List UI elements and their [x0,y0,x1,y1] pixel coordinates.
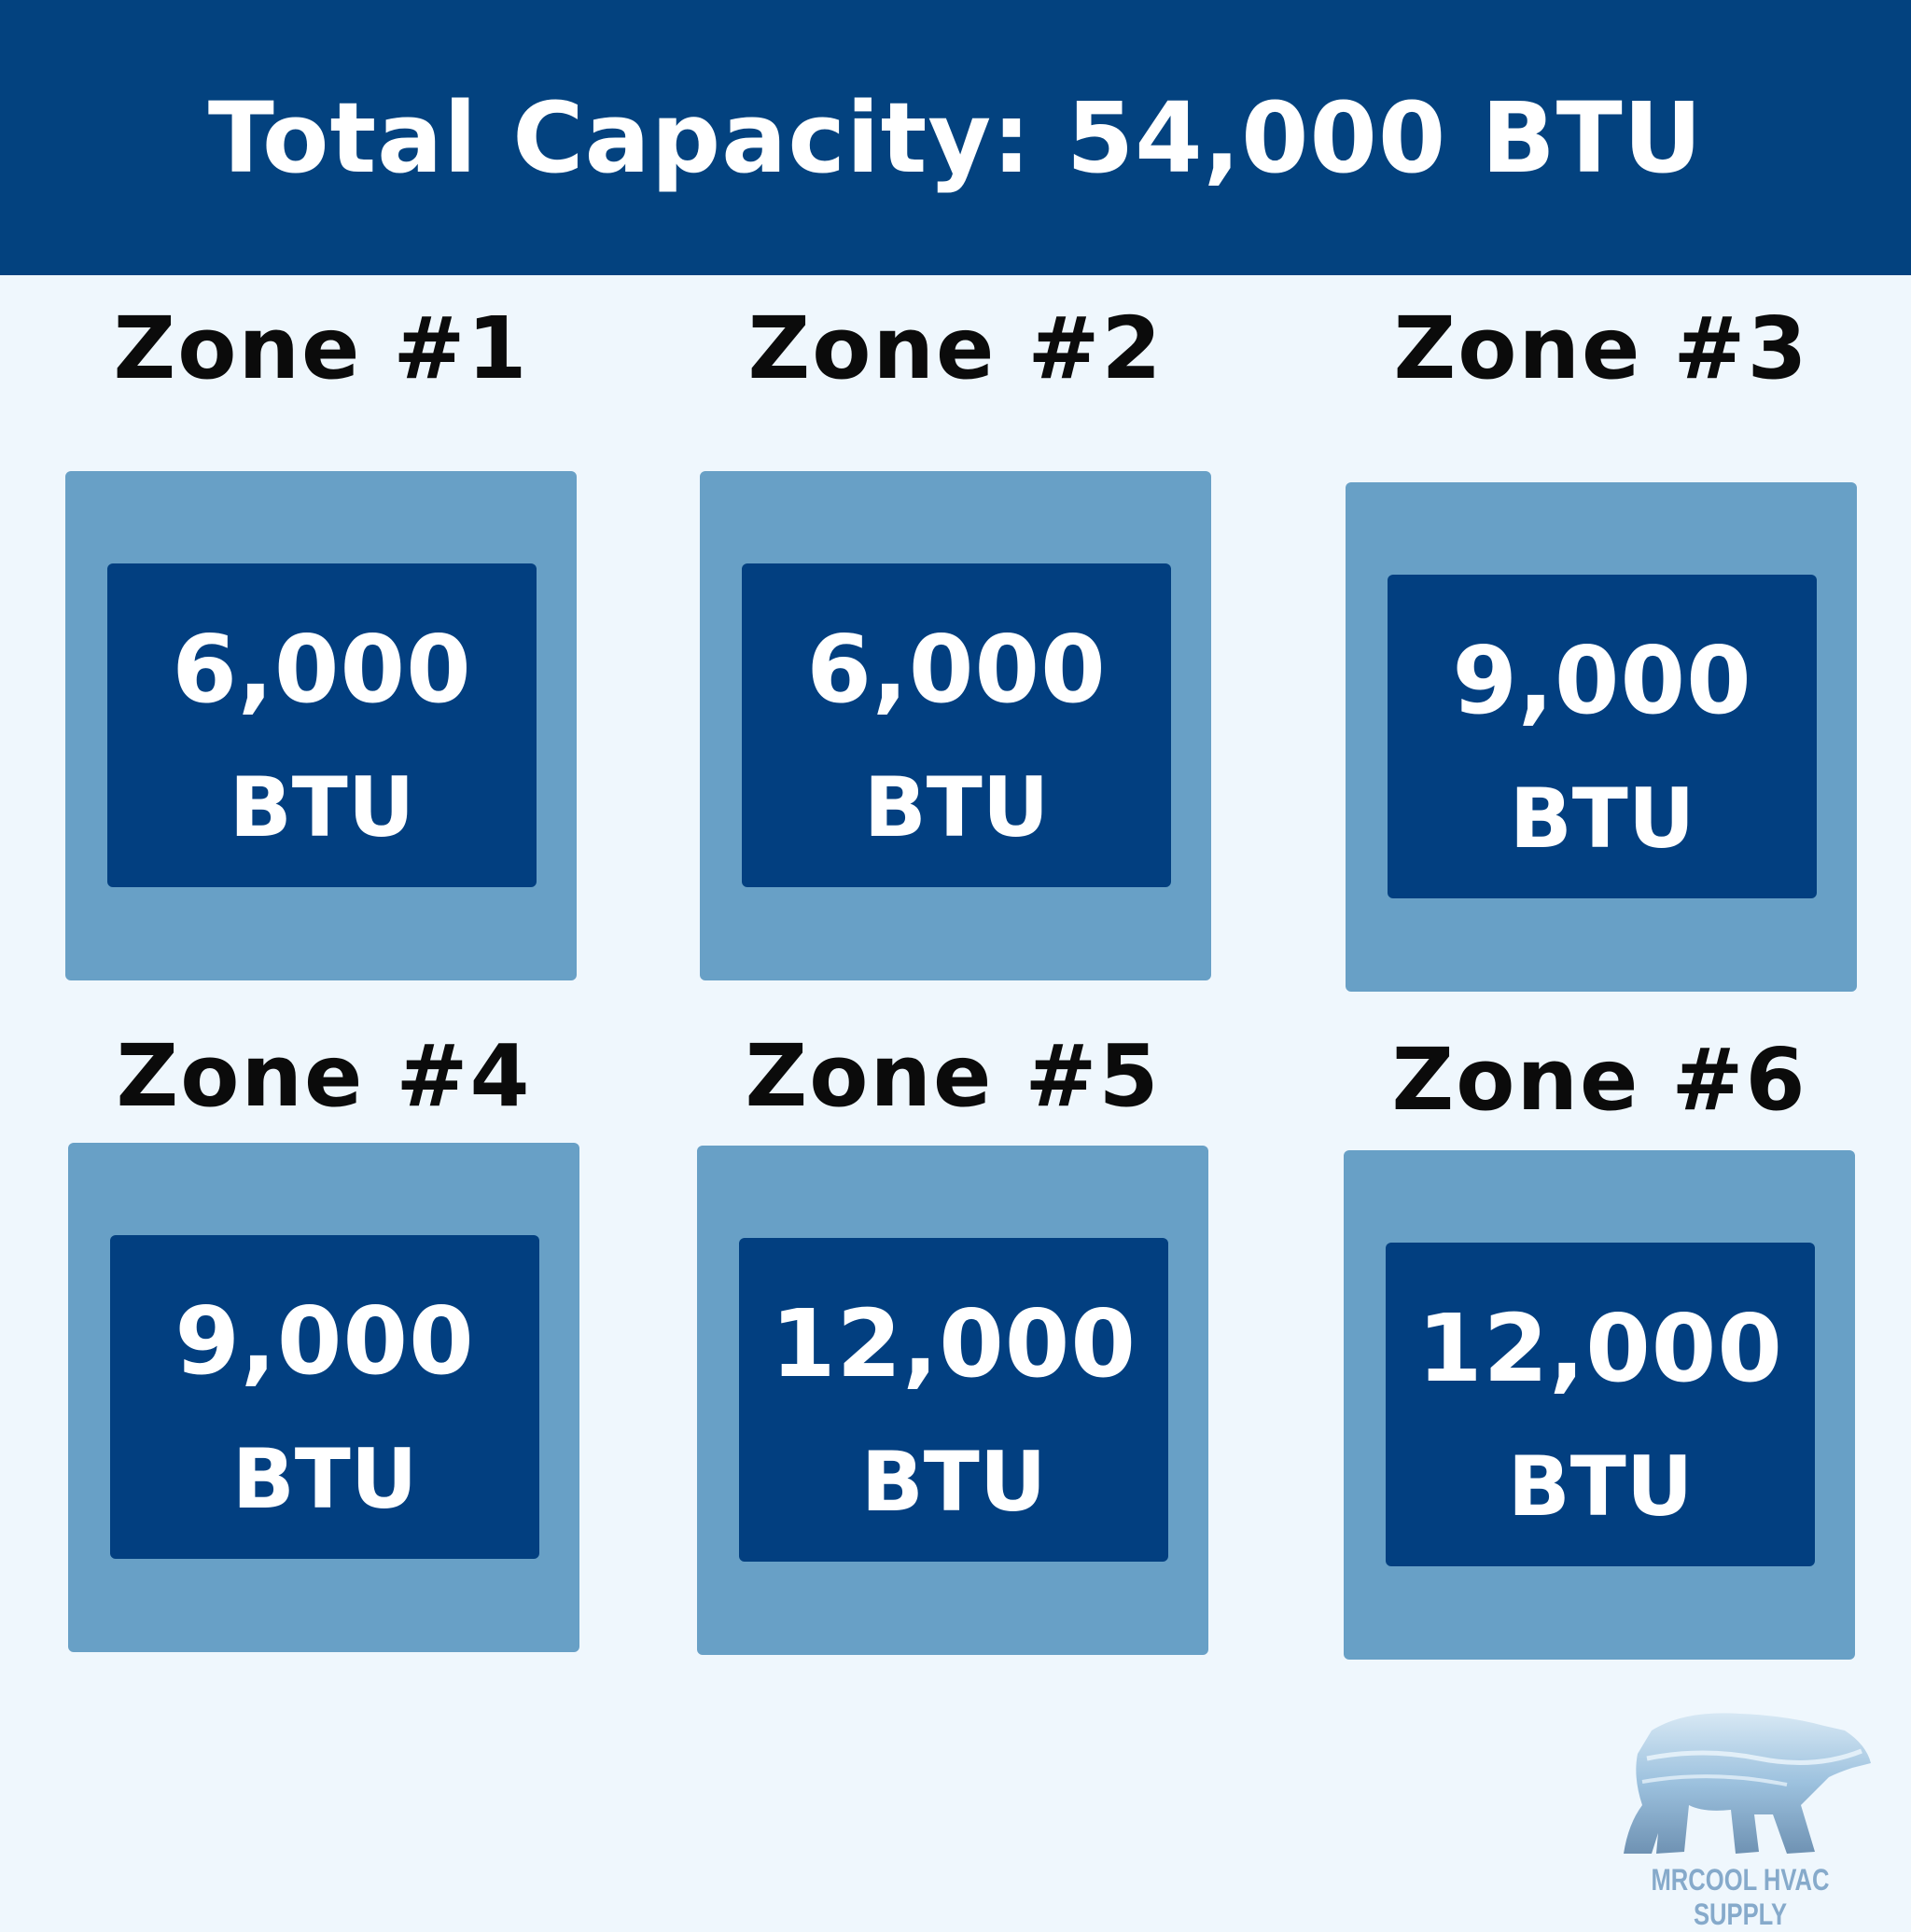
zone-card: 12,000 BTU [1344,1150,1855,1660]
zone-btu-unit: BTU [229,759,415,855]
zone-card: 12,000 BTU [697,1146,1208,1655]
zone-btu-unit: BTU [863,759,1050,855]
zone-card: 9,000 BTU [1346,482,1857,992]
zone-title: Zone #5 [745,1026,1161,1126]
brand-logo: MRCOOL HVAC SUPPLY [1600,1693,1880,1931]
logo-text: MRCOOL HVAC SUPPLY [1651,1863,1830,1931]
zone-capacity-box: 12,000 BTU [1386,1243,1815,1566]
zone-title: Zone #4 [116,1026,532,1126]
zone-btu-value: 9,000 [1452,626,1752,735]
total-capacity-title: Total Capacity: 54,000 BTU [207,80,1704,195]
zone-capacity-box: 9,000 BTU [1388,575,1817,898]
zone-btu-value: 9,000 [174,1286,475,1396]
zone-btu-unit: BTU [1509,771,1695,867]
zone-btu-unit: BTU [860,1434,1047,1530]
zone-btu-value: 12,000 [771,1289,1137,1398]
zone-capacity-box: 9,000 BTU [110,1235,539,1559]
zone-card: 6,000 BTU [65,471,577,980]
header-banner: Total Capacity: 54,000 BTU [0,0,1911,275]
zone-capacity-box: 12,000 BTU [739,1238,1168,1562]
zone-btu-value: 6,000 [806,615,1107,724]
polar-bear-icon [1624,1713,1871,1854]
zone-title: Zone #3 [1393,299,1809,398]
zone-title: Zone #1 [113,299,529,398]
zone-capacity-box: 6,000 BTU [107,563,537,887]
zone-capacity-box: 6,000 BTU [742,563,1171,887]
zone-card: 6,000 BTU [700,471,1211,980]
zone-title: Zone #2 [747,299,1164,398]
zone-btu-value: 12,000 [1417,1294,1783,1403]
zone-card: 9,000 BTU [68,1143,579,1652]
zone-btu-unit: BTU [231,1431,418,1527]
zone-btu-value: 6,000 [172,615,472,724]
zone-btu-unit: BTU [1507,1439,1694,1535]
zone-title: Zone #6 [1391,1030,1807,1130]
